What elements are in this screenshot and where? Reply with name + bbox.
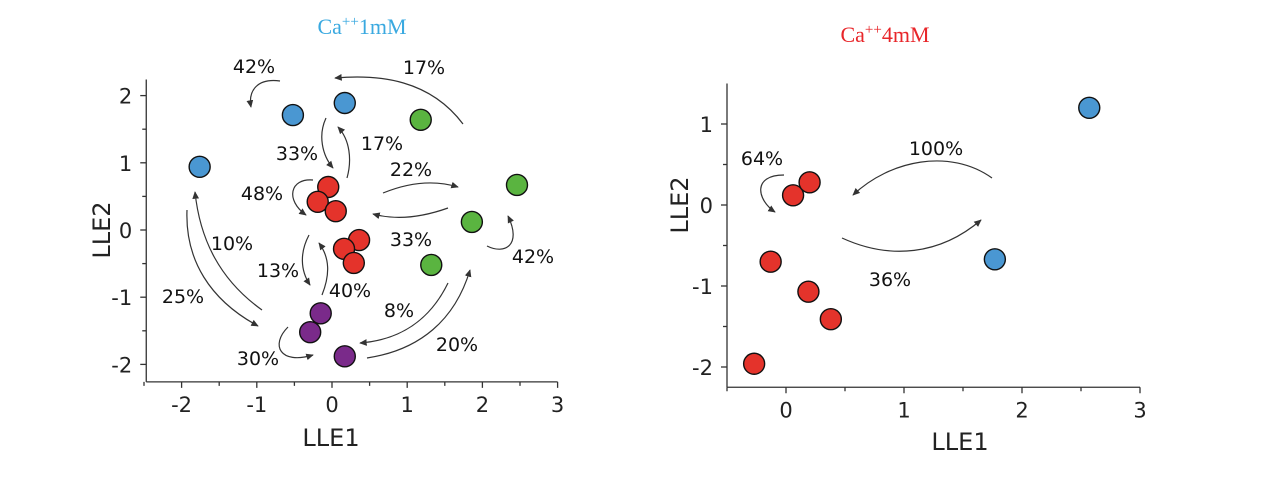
transition-label: 33% [390,229,432,251]
y-tick-label: 0 [700,194,713,218]
transition-label: 33% [276,143,318,165]
point-blue [333,91,356,115]
point-red [759,250,782,273]
y-tick-label: 0 [119,219,132,243]
transition-label: 8% [384,300,414,322]
transition-label: 17% [403,57,445,79]
point-red [819,308,843,331]
x-tick-label: 2 [476,393,489,417]
title-base: Ca [317,14,342,39]
x-tick-label: 3 [1133,398,1146,422]
title-base: Ca [840,22,865,47]
point-blue [281,103,305,127]
title-rest: 4mM [882,22,930,47]
transition-arrow [321,117,334,169]
panel-2: Ca++4mM 0 1 2 3 -2 -1 0 1 LLE1 LLE2 64% 100% 36% [666,22,1147,456]
x-tick-label: 1 [401,393,414,417]
point-blue [1078,96,1101,120]
transition-arrow [278,326,314,361]
title-rest: 1mM [359,14,407,39]
point-green [409,108,432,131]
transition-arrow [246,79,281,108]
transition-label: 13% [257,260,299,282]
y-tick-label: -2 [692,356,713,380]
transition-arrow [366,269,472,359]
point-red [781,184,805,207]
y-tick-label: -2 [111,353,132,377]
transition-label: 17% [361,133,403,155]
transition-label: 48% [241,183,283,205]
transition-label: 36% [869,269,911,291]
point-green [460,210,484,234]
y-axis-label: LLE2 [666,176,694,233]
transition-arrow [760,174,785,213]
transition-arrow [186,209,259,327]
transition-label: 10% [211,233,253,255]
point-red [342,251,366,275]
x-tick-label: 0 [779,398,792,422]
x-axis-label: LLE1 [302,424,359,452]
y-tick-label: 1 [119,152,132,176]
x-tick-label: 3 [551,393,564,417]
point-blue [983,248,1007,271]
panel-1: Ca++1mM -2 -1 0 1 2 3 -2 -1 0 1 2 LLE1 LLE2 42% 17% 33% 1… [88,14,564,452]
transition-arrow [486,215,514,250]
chart-title: Ca++1mM [317,14,406,39]
x-tick-label: -2 [171,393,192,417]
transition-arrow [359,282,449,346]
point-blue [188,155,211,179]
y-tick-label: 2 [119,85,132,109]
point-purple [333,345,356,368]
transition-label: 42% [233,56,275,78]
transition-label: 64% [741,148,783,170]
point-purple [309,302,332,325]
y-axis-label: LLE2 [88,201,116,258]
x-tick-label: 1 [897,398,910,422]
point-green [505,173,529,197]
y-tick-label: -1 [111,286,132,310]
title-sup: ++ [342,14,359,30]
point-purple [298,320,322,344]
point-red [324,199,347,223]
transition-label: 25% [162,286,204,308]
transition-label: 22% [390,159,432,181]
chart-title: Ca++4mM [840,22,929,47]
title-sup: ++ [865,22,882,38]
transition-arrow [318,242,329,296]
transition-arrow [852,160,993,196]
transition-arrow [292,179,314,216]
point-red [797,280,820,303]
x-tick-label: 2 [1015,398,1028,422]
x-tick-label: 0 [325,393,338,417]
transition-arrow [334,74,464,125]
transition-arrow [841,219,982,252]
point-red [798,171,821,194]
transition-label: 30% [237,348,279,370]
x-axis-label: LLE1 [931,428,988,456]
transition-label: 20% [436,334,478,356]
transition-arrow [382,181,459,194]
transition-label: 42% [512,246,554,268]
y-tick-label: 1 [700,113,713,137]
transition-label: 40% [329,280,371,302]
transition-arrow [301,234,311,286]
transition-label: 100% [909,138,963,160]
transition-arrow [372,207,449,220]
transition-arrow [192,191,263,311]
x-tick-label: -1 [246,393,267,417]
point-red [742,352,766,375]
y-tick-label: -1 [692,275,713,299]
point-red [306,190,329,213]
transition-arrow [337,126,351,179]
point-green [420,253,443,277]
